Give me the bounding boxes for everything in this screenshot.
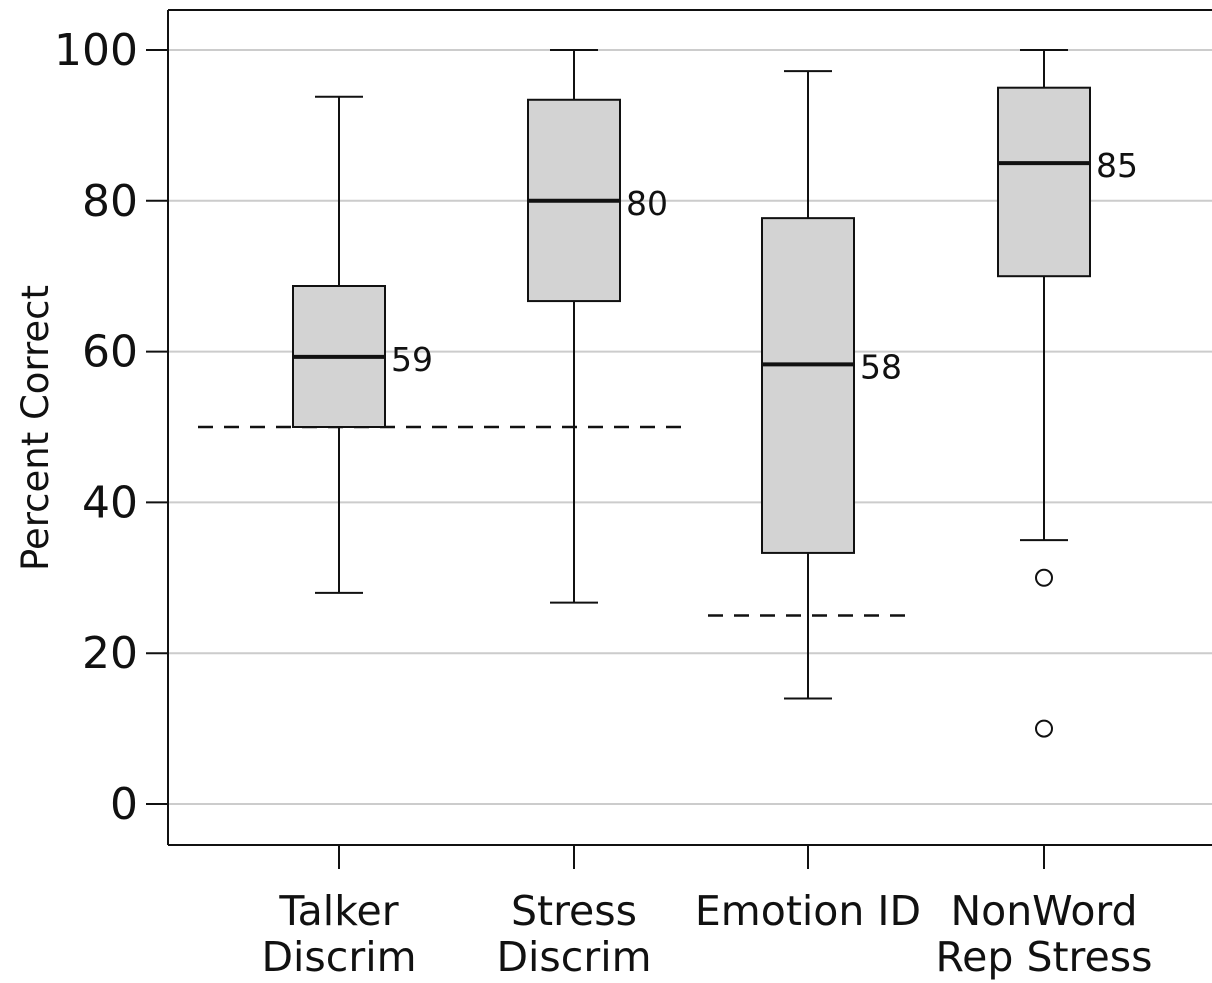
y-axis-title: Percent Correct — [14, 285, 57, 571]
outlier-3-0 — [1035, 568, 1053, 587]
median-label-3: 85 — [1096, 146, 1138, 185]
y-tick-label-40: 40 — [82, 477, 138, 528]
category-label-0-1: Discrim — [261, 933, 416, 981]
y-tick-label-80: 80 — [82, 176, 138, 227]
category-label-2-0: Emotion ID — [695, 887, 921, 935]
category-label-0-0: Talker — [278, 887, 398, 935]
y-tick-label-60: 60 — [82, 327, 138, 378]
y-tick-label-0: 0 — [110, 779, 138, 830]
box-2 — [761, 217, 855, 554]
y-tick-label-20: 20 — [82, 628, 138, 679]
category-label-3-1: Rep Stress — [936, 933, 1153, 981]
median-label-1: 80 — [626, 184, 668, 223]
median-label-0: 59 — [391, 340, 433, 379]
y-tick-label-100: 100 — [54, 25, 138, 76]
category-label-1-1: Discrim — [496, 933, 651, 981]
box-3 — [997, 86, 1091, 278]
median-label-2: 58 — [860, 347, 902, 386]
outlier-3-1 — [1035, 719, 1053, 738]
category-label-3-0: NonWord — [950, 887, 1137, 935]
category-label-1-0: Stress — [511, 887, 637, 935]
